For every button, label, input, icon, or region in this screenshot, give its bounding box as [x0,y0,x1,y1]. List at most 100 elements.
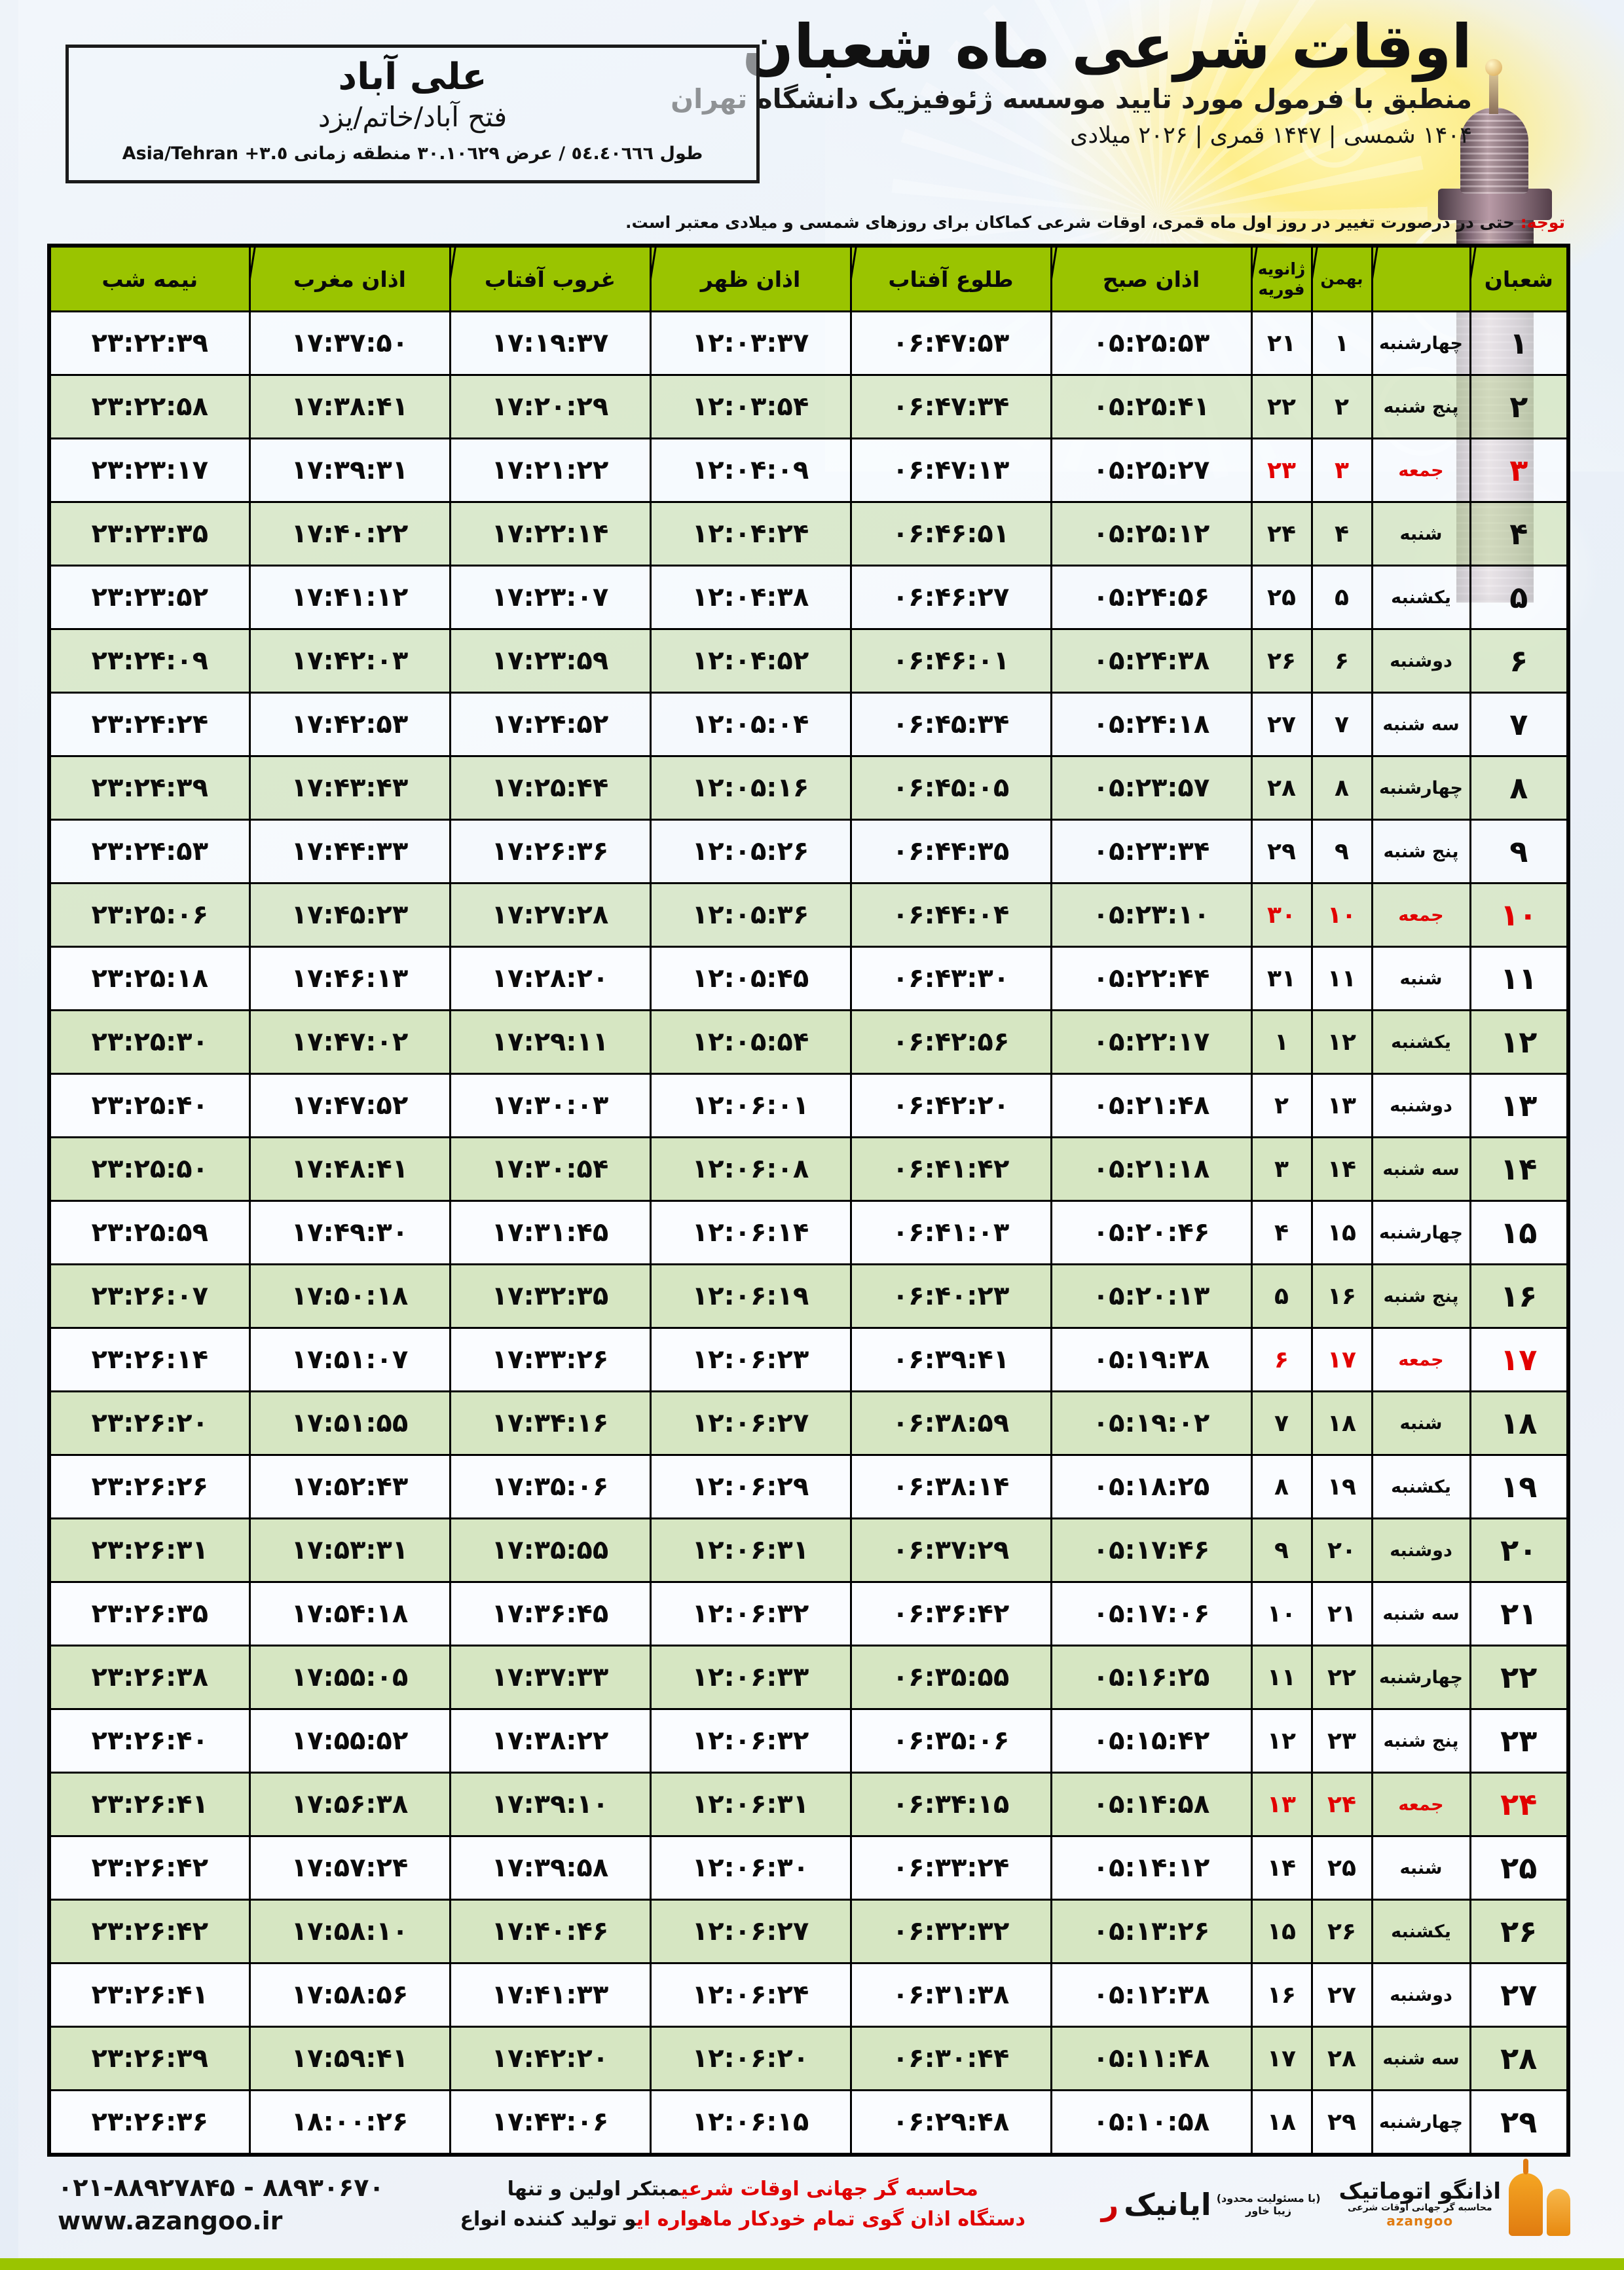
cell-maghreb: ۱۷:۴۴:۳۳ [248,819,451,884]
cell-jan: ۱۶ [1250,1962,1313,2028]
cell-weekday: پنج شنبه [1371,374,1471,439]
cell-ghorub: ۱۷:۲۰:۲۹ [449,374,652,439]
cell-weekday: سه شنبه [1371,2026,1471,2091]
table-row: ۲۰ دوشنبه ۲۰ ۹ ۰۵:۱۷:۴۶ ۰۶:۳۷:۲۹ ۱۲:۰۶:۳۱ ۱۷:۳۵… [48,1517,1570,1583]
cell-nimeshab: ۲۳:۲۶:۲۶ [48,1454,251,1519]
cell-weekday: سه شنبه [1371,1581,1471,1647]
cell-maghreb: ۱۷:۵۷:۲۴ [248,1835,451,1901]
footer-info-row: اذانگو اتوماتیک محاسبه گر جهانی اوقات شر… [58,2159,1570,2250]
contact-website[interactable]: www.azangoo.ir [58,2206,283,2235]
cell-zohr: ۱۲:۰۶:۲۴ [649,1962,852,2028]
cell-jan: ۳ [1250,1136,1313,1202]
cell-sobh: ۰۵:۲۵:۱۲ [1050,501,1253,567]
cell-sobh: ۰۵:۱۰:۵۸ [1050,2089,1253,2156]
slogan-line2-highlight: دستگاه اذان گوی تمام خودکار ماهواره ای [636,2208,1025,2231]
footer-green-bar [0,2258,1624,2270]
cell-shaban: ۲۶ [1469,1899,1570,1964]
cell-zohr: ۱۲:۰۴:۵۲ [649,628,852,694]
cell-sobh: ۰۵:۲۲:۱۷ [1050,1009,1253,1075]
cell-zohr: ۱۲:۰۶:۳۲ [649,1581,852,1647]
table-row: ۸ چهارشنبه ۸ ۲۸ ۰۵:۲۳:۵۷ ۰۶:۴۵:۰۵ ۱۲:۰۵:۱۶ ۱۷:۲… [48,755,1570,821]
cell-maghreb: ۱۷:۴۷:۰۲ [248,1009,451,1075]
cell-tolu: ۰۶:۳۹:۴۱ [849,1327,1052,1392]
cell-zohr: ۱۲:۰۵:۵۴ [649,1009,852,1075]
cell-ghorub: ۱۷:۳۰:۵۴ [449,1136,652,1202]
cell-zohr: ۱۲:۰۵:۲۶ [649,819,852,884]
cell-ghorub: ۱۷:۲۱:۲۲ [449,437,652,503]
cell-ghorub: ۱۷:۳۳:۲۶ [449,1327,652,1392]
col-header-janvieh-label: ژانویه [1257,259,1306,278]
cell-zohr: ۱۲:۰۵:۰۴ [649,692,852,757]
cell-zohr: ۱۲:۰۴:۲۴ [649,501,852,567]
cell-ghorub: ۱۷:۳۲:۳۵ [449,1263,652,1329]
cell-tolu: ۰۶:۴۴:۰۴ [849,882,1052,948]
contact-phone: ۰۲۱-۸۸۹۲۷۸۴۵ - ۸۸۹۳۰۶۷۰ [58,2172,384,2202]
cell-weekday: یکشنبه [1371,1454,1471,1519]
cell-bahman: ۲۳ [1310,1708,1373,1774]
location-coordinates: طول ٥٤.٤٠٦٦٦ / عرض ٣٠.١٠٦٢٩ منطقه زمانی … [122,143,703,164]
cell-jan: ۱۴ [1250,1835,1313,1901]
location-name: علی آباد [338,56,487,98]
cell-sobh: ۰۵:۲۳:۳۴ [1050,819,1253,884]
table-header-row: شعبان بهمن ژانویه فوریه اذان صبح [48,244,1570,312]
cell-tolu: ۰۶:۳۳:۲۴ [849,1835,1052,1901]
cell-shaban: ۱۰ [1469,882,1570,948]
cell-nimeshab: ۲۳:۲۴:۵۳ [48,819,251,884]
azangoo-logo: اذانگو اتوماتیک محاسبه گر جهانی اوقات شر… [1339,2159,1570,2236]
cell-bahman: ۹ [1310,819,1373,884]
cell-maghreb: ۱۷:۳۸:۴۱ [248,374,451,439]
cell-sobh: ۰۵:۲۰:۱۳ [1050,1263,1253,1329]
cell-zohr: ۱۲:۰۶:۳۱ [649,1517,852,1583]
cell-zohr: ۱۲:۰۶:۰۱ [649,1073,852,1138]
rayaneek-logo-sub2: زیبا خاور [1246,2205,1292,2217]
cell-maghreb: ۱۷:۵۸:۵۶ [248,1962,451,2028]
cell-zohr: ۱۲:۰۶:۱۹ [649,1263,852,1329]
cell-maghreb: ۱۷:۵۰:۱۸ [248,1263,451,1329]
cell-nimeshab: ۲۳:۲۳:۳۵ [48,501,251,567]
cell-sobh: ۰۵:۱۹:۳۸ [1050,1327,1253,1392]
cell-sobh: ۰۵:۲۳:۵۷ [1050,755,1253,821]
cell-ghorub: ۱۷:۲۳:۰۷ [449,565,652,630]
header-title-block: اوقات شرعی ماه شعبان منطبق با فرمول مورد… [654,15,1473,149]
left-edge-strip [0,0,18,2270]
cell-tolu: ۰۶:۴۴:۳۵ [849,819,1052,884]
cell-shaban: ۷ [1469,692,1570,757]
cell-ghorub: ۱۷:۲۲:۱۴ [449,501,652,567]
prayer-times-table-wrapper: شعبان بهمن ژانویه فوریه اذان صبح [47,244,1570,2157]
cell-weekday: یکشنبه [1371,1899,1471,1964]
cell-ghorub: ۱۷:۳۹:۱۰ [449,1772,652,1837]
table-row: ۱۴ سه شنبه ۱۴ ۳ ۰۵:۲۱:۱۸ ۰۶:۴۱:۴۲ ۱۲:۰۶:۰۸ ۱۷:۳… [48,1136,1570,1202]
rayaneek-logo: (با مسئولیت محدود) زیبا خاور ایانیک ر [1101,2189,1321,2220]
cell-shaban: ۲۵ [1469,1835,1570,1901]
cell-jan: ۱۱ [1250,1645,1313,1710]
cell-tolu: ۰۶:۳۵:۰۶ [849,1708,1052,1774]
dome-large-icon [1509,2159,1543,2236]
cell-ghorub: ۱۷:۲۶:۳۶ [449,819,652,884]
cell-jan: ۲ [1250,1073,1313,1138]
cell-nimeshab: ۲۳:۲۵:۴۰ [48,1073,251,1138]
cell-shaban: ۲۹ [1469,2089,1570,2156]
cell-bahman: ۱۰ [1310,882,1373,948]
cell-shaban: ۸ [1469,755,1570,821]
cell-ghorub: ۱۷:۲۸:۲۰ [449,946,652,1011]
cell-shaban: ۹ [1469,819,1570,884]
cell-jan: ۲۸ [1250,755,1313,821]
cell-shaban: ۴ [1469,501,1570,567]
cell-shaban: ۱۸ [1469,1390,1570,1456]
cell-weekday: پنج شنبه [1371,1708,1471,1774]
cell-nimeshab: ۲۳:۲۵:۱۸ [48,946,251,1011]
col-header-bahman-label: بهمن [1320,269,1363,289]
cell-sobh: ۰۵:۱۲:۳۸ [1050,1962,1253,2028]
cell-nimeshab: ۲۳:۲۲:۵۸ [48,374,251,439]
cell-shaban: ۶ [1469,628,1570,694]
cell-jan: ۷ [1250,1390,1313,1456]
cell-jan: ۲۵ [1250,565,1313,630]
table-row: ۲۵ شنبه ۲۵ ۱۴ ۰۵:۱۴:۱۲ ۰۶:۳۳:۲۴ ۱۲:۰۶:۳۰ ۱۷:۳۹:… [48,1835,1570,1901]
cell-jan: ۵ [1250,1263,1313,1329]
table-row: ۵ یکشنبه ۵ ۲۵ ۰۵:۲۴:۵۶ ۰۶:۴۶:۲۷ ۱۲:۰۴:۳۸ ۱۷:۲۳:… [48,565,1570,630]
cell-nimeshab: ۲۳:۲۶:۴۱ [48,1772,251,1837]
table-row: ۱۷ جمعه ۱۷ ۶ ۰۵:۱۹:۳۸ ۰۶:۳۹:۴۱ ۱۲:۰۶:۲۳ ۱۷:۳۳:۲… [48,1327,1570,1392]
cell-zohr: ۱۲:۰۴:۳۸ [649,565,852,630]
cell-zohr: ۱۲:۰۶:۰۸ [649,1136,852,1202]
cell-bahman: ۱۶ [1310,1263,1373,1329]
